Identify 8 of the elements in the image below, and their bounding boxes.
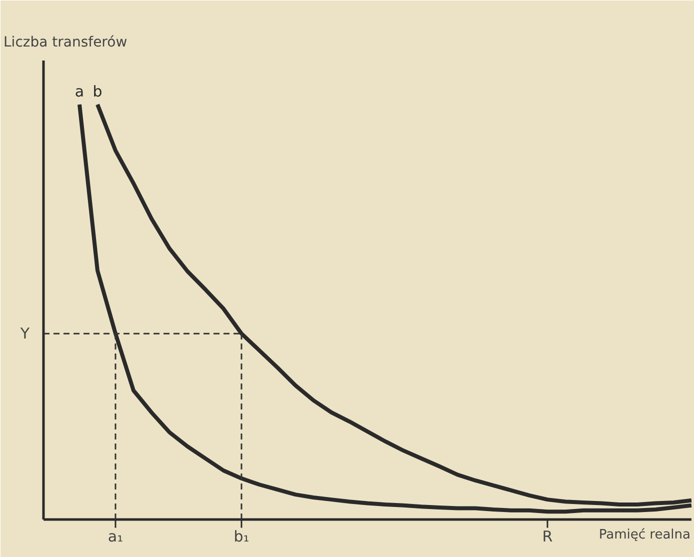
ref-line-label: Y — [19, 324, 30, 343]
x-tick-label: R — [542, 527, 553, 546]
x-tick-label: a₁ — [108, 527, 124, 546]
x-axis-title: Pamięć realna — [598, 527, 691, 542]
x-tick-label: b₁ — [234, 527, 250, 546]
series-label: b — [92, 82, 102, 100]
series-label: a — [74, 82, 84, 100]
y-axis-title: Liczba transferów — [4, 34, 128, 51]
